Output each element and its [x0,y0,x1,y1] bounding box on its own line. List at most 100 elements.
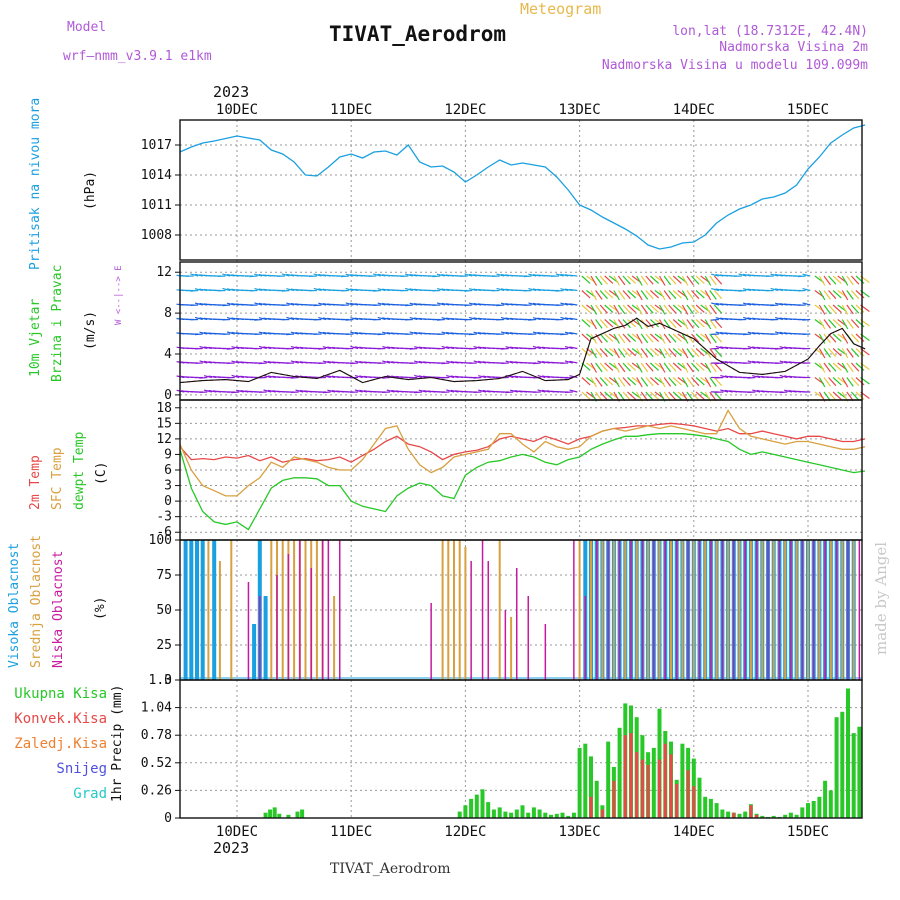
cloud-low-bar [573,540,575,680]
wind-barb [713,319,723,329]
wind-barb [590,333,598,344]
wind-barb [322,360,331,364]
wind-barb [846,362,854,373]
precip-convective-bar [732,812,736,818]
wind-barb [636,275,643,286]
wind-barb [622,362,631,372]
y-tick-label: 3 [164,479,172,494]
wind-barb [258,331,267,335]
cloud-mid-bar [784,540,787,680]
wind-barb [743,316,752,321]
wind-barb [604,275,614,284]
wind-barb [695,333,705,342]
y-tick-label: 9 [164,447,172,462]
cloud-mid-bar [230,540,233,680]
wind-barb [636,319,643,330]
wind-barb [713,377,723,387]
wind-barb [473,331,482,335]
wind-barb [774,331,784,335]
wind-barb [672,275,682,284]
wind-barb [409,317,418,321]
wind-barb [377,288,386,292]
wind-barb [668,348,677,358]
wind-barb [599,333,608,343]
precip-total-bar [794,814,799,818]
wind-barb [604,362,614,371]
wind-barb [613,304,620,315]
precip-total-bar [272,807,277,818]
precip-total-bar [514,809,519,818]
precip-total-bar [457,811,462,818]
wind-barb [414,374,423,379]
wind-barb [752,360,761,364]
wind-barb [672,319,682,328]
wind-barb [581,290,591,299]
precip-total-bar [286,814,291,818]
cloud-mid-bar [270,540,273,680]
wind-barb [846,348,854,358]
wind-barb [636,348,643,359]
wind-barb [617,319,626,329]
wind-barb [382,331,391,335]
precip-total-bar [680,743,685,818]
wind-barb [254,288,263,292]
wind-barb [828,377,837,387]
wind-barb [590,362,598,373]
precip-total-bar [589,756,593,818]
y-tick-label: 6 [164,463,172,478]
y-tick-label: 1.3 [149,673,172,688]
wind-barb [681,275,689,286]
precip-convective-bar [612,780,616,818]
wind-barb [286,273,295,277]
wind-barb [681,362,689,373]
precip-convective-bar [635,752,639,818]
wind-barb [446,346,455,350]
wind-barb [855,362,865,371]
wind-barb [691,348,700,358]
wind-barb [190,273,199,277]
wind-barb [617,348,626,358]
wind-barb [281,273,290,277]
precip-convective-bar [663,743,667,818]
precip-convective-bar [669,754,673,818]
wind-barb [841,333,849,344]
precip-total-bar [783,814,788,818]
wind-barb [650,304,660,313]
wind-barb [436,288,445,292]
precip-total-bar [571,812,576,818]
precip-total-bar [851,733,856,818]
cloud-low-bar [618,540,621,680]
wind-barb [231,391,240,394]
wind-barb [691,275,700,285]
wind-barb [295,360,304,364]
wind-barb [691,290,700,300]
wind-barb [710,273,720,277]
wind-barb [532,302,541,306]
wind-barb [650,391,660,400]
cloud-mid-bar [749,540,752,680]
wind-barb [695,348,705,357]
wind-barb [681,290,689,301]
wind-barb [509,375,519,379]
wind-barb [828,290,837,300]
wind-barb [231,360,240,364]
wind-barb [784,389,793,393]
wind-barb [636,290,643,301]
wind-barb [715,302,724,306]
cloud-mid-bar [761,540,764,680]
y-tick-label: 15 [156,416,172,431]
wind-barb [500,317,509,321]
cloud-low-bar [487,561,489,680]
cloud-mid-bar [829,540,832,680]
x-tick-label-top: 12DEC [444,102,486,118]
wind-barb [295,389,304,393]
wind-barb [569,288,578,292]
cloud-low-bar [778,540,781,680]
wind-barb [797,275,806,278]
y-tick-label: 4 [164,347,172,362]
wind-barb [823,275,831,286]
wind-barb [581,348,591,357]
wind-barb [532,317,541,321]
precip-total-bar [549,814,553,818]
wind-barb [720,389,729,393]
